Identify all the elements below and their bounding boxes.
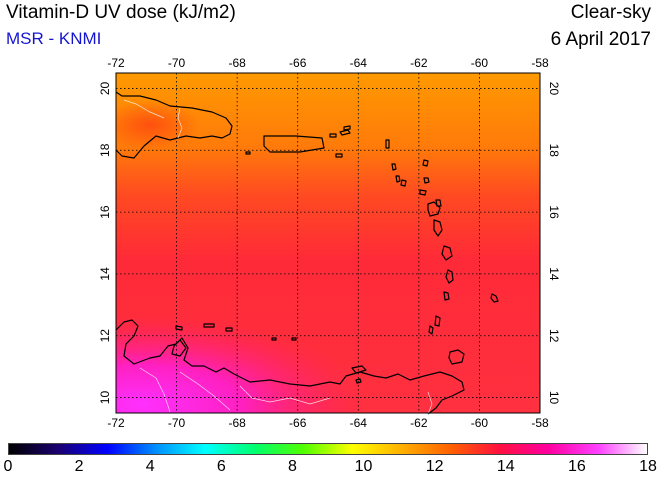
- lat-label-left: 14: [98, 267, 112, 281]
- credit-label: MSR - KNMI: [6, 29, 102, 48]
- lat-label-left: 20: [98, 81, 112, 95]
- lon-label-bottom: -60: [471, 416, 489, 430]
- colorbar-tick-label: 6: [216, 458, 226, 475]
- lon-label-bottom: -58: [531, 416, 549, 430]
- colorbar-tick-label: 14: [496, 458, 515, 475]
- colorbar-tick-label: 10: [354, 458, 373, 475]
- colorbar-tick-label: 0: [3, 458, 13, 475]
- lat-label-left: 10: [98, 391, 112, 405]
- map-title: Vitamin-D UV dose (kJ/m2): [6, 2, 236, 23]
- lon-label-top: -62: [410, 56, 428, 70]
- colorbar-ticks: 0 2 4 6 8 10 12 14 16 18: [0, 458, 665, 478]
- colorbar-tick-label: 2: [74, 458, 84, 475]
- lon-label-bottom: -72: [107, 416, 125, 430]
- lon-label-top: -60: [471, 56, 489, 70]
- south-america-high-uv: [116, 315, 366, 413]
- lon-label-bottom: -64: [350, 416, 368, 430]
- colorbar-tick-label: 18: [639, 458, 657, 475]
- colorbar-tick-label: 16: [567, 458, 586, 475]
- lat-label-right: 14: [547, 267, 561, 281]
- colorbar-tick-label: 12: [425, 458, 444, 475]
- map-frame: [115, 72, 541, 414]
- lat-label-right: 12: [547, 329, 561, 343]
- lon-label-top: -72: [107, 56, 125, 70]
- uv-colorbar: [8, 443, 648, 455]
- lat-label-right: 18: [547, 144, 561, 158]
- lon-label-top: -64: [350, 56, 368, 70]
- lon-label-bottom: -70: [168, 416, 186, 430]
- colorbar-tick-label: 4: [145, 458, 155, 475]
- lon-label-bottom: -68: [228, 416, 246, 430]
- lat-label-left: 12: [98, 329, 112, 343]
- lon-label-top: -68: [228, 56, 246, 70]
- lon-label-top: -70: [168, 56, 186, 70]
- lon-label-top: -66: [289, 56, 307, 70]
- colorbar-tick-label: 8: [287, 458, 297, 475]
- axis-labels: -72 -72 -70 -70 -68 -68 -66 -66 -64 -64 -62 -62 -60 -…: [98, 56, 561, 430]
- date-label: 6 April 2017: [550, 29, 651, 50]
- uv-dose-map: -72 -72 -70 -70 -68 -68 -66 -66 -64 -64 -62 -62 -60 -…: [98, 56, 561, 430]
- lon-label-top: -58: [531, 56, 549, 70]
- lat-label-right: 20: [547, 82, 561, 96]
- sky-condition-label: Clear-sky: [570, 2, 651, 23]
- lat-label-right: 16: [547, 205, 561, 219]
- lat-label-left: 16: [98, 205, 112, 219]
- lon-label-bottom: -62: [410, 416, 428, 430]
- political-borders: [123, 99, 433, 415]
- lat-label-left: 18: [98, 143, 112, 157]
- lon-label-bottom: -66: [289, 416, 307, 430]
- lat-label-right: 10: [547, 391, 561, 405]
